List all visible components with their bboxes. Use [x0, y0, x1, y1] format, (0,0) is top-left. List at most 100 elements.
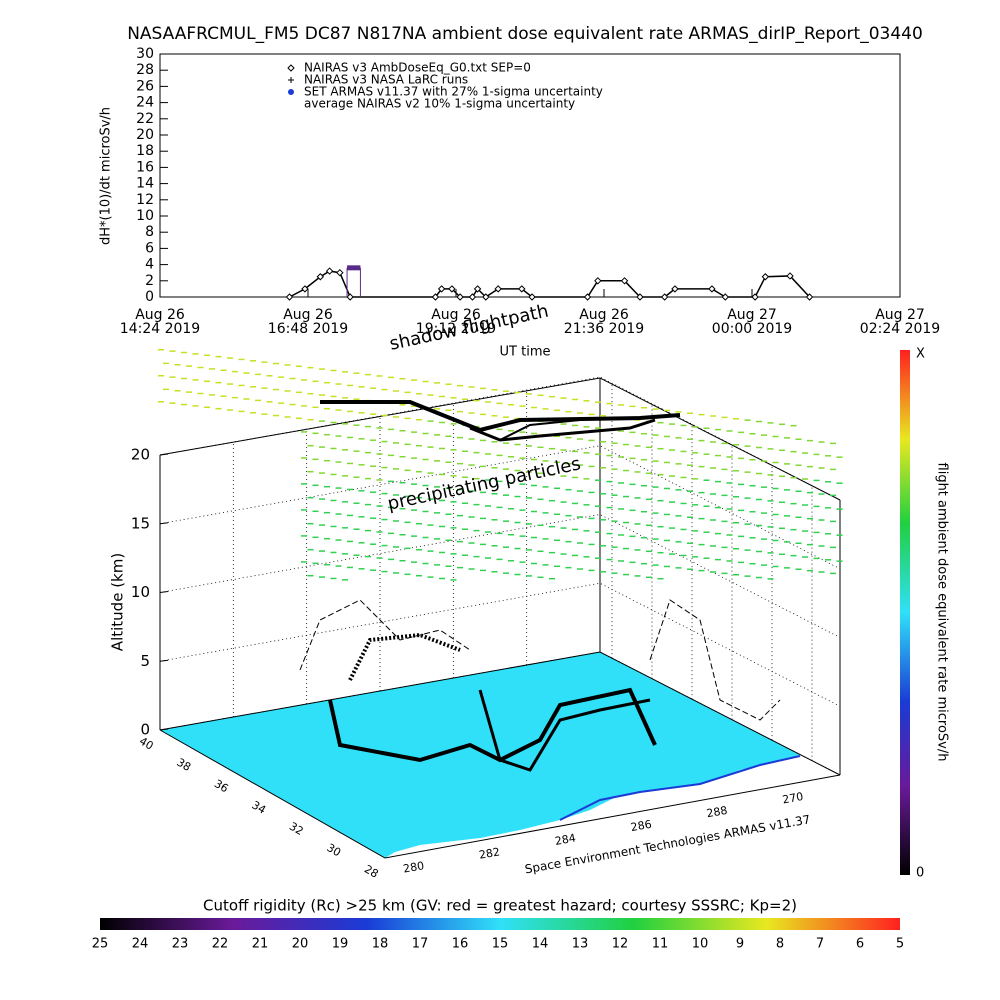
y-tick-label: 4: [145, 257, 154, 273]
grid-line: [159, 376, 841, 501]
lat-tick-label: 36: [212, 777, 231, 795]
precipitating-particles: [158, 349, 843, 581]
sea: [385, 755, 840, 858]
z-axis-title: Altitude (km): [109, 553, 127, 651]
x-tick-label: 00:00 2019: [712, 321, 792, 337]
data-point: [594, 277, 602, 285]
colorbar-title: flight ambient dose equivalent rate micr…: [935, 463, 950, 762]
colorbar-tick-label: 12: [612, 937, 629, 952]
colorbar-tick-label: 13: [572, 937, 589, 952]
colorbar-tick-label: 18: [372, 937, 389, 952]
colorbar-label: X: [916, 347, 925, 362]
grid-line: [159, 445, 841, 570]
data-point: [761, 273, 770, 281]
colorbar-tick-label: 11: [652, 937, 669, 952]
data-point: [805, 293, 814, 301]
data-point: [708, 285, 716, 293]
lon-tick-label: 284: [554, 831, 577, 847]
colorbar-title: Cutoff rigidity (Rc) >25 km (GV: red = g…: [203, 897, 797, 915]
y-tick-label: 20: [136, 127, 154, 143]
data-point: [336, 268, 344, 277]
lon-tick-label: 288: [706, 804, 729, 820]
y-tick-label: 8: [145, 224, 154, 240]
data-point: [620, 277, 629, 285]
data-point: [671, 285, 679, 293]
data-point: [482, 293, 490, 301]
lat-tick-label: 40: [137, 734, 156, 752]
data-point: [721, 293, 729, 301]
z-tick: [159, 453, 169, 456]
legend-marker: [288, 89, 294, 95]
data-point: [285, 293, 294, 301]
colorbar-tick-label: 5: [896, 937, 904, 952]
colorbar-tick-label: 10: [692, 937, 709, 952]
colorbar-tick-label: 21: [252, 937, 269, 952]
y-tick-label: 22: [136, 111, 154, 127]
data-point: [346, 293, 354, 301]
data-point: [751, 293, 759, 301]
data-point: [528, 293, 536, 301]
colorbar-tick-label: 14: [532, 937, 549, 952]
data-point: [636, 293, 644, 301]
y-tick-label: 14: [136, 176, 154, 192]
colorbar-tick-label: 23: [172, 937, 189, 952]
colorbar-tick-label: 16: [452, 937, 469, 952]
data-point: [437, 285, 446, 293]
y-tick-label: 6: [145, 240, 154, 256]
x-tick-label: Aug 26: [135, 307, 185, 323]
colorbar-tick-label: 25: [92, 937, 109, 952]
lat-tick-label: 28: [362, 862, 381, 880]
flight-paths: [299, 400, 781, 772]
lat-tick-label: 34: [249, 798, 268, 816]
data-point: [325, 267, 334, 275]
colorbar-tick-label: 22: [212, 937, 229, 952]
y-tick-label: 30: [136, 46, 154, 62]
y-tick-label: 18: [136, 143, 154, 159]
z-tick-label: 0: [140, 721, 150, 739]
data-point: [494, 285, 502, 293]
legend-label: NAIRAS v3 NASA LaRC runs: [304, 73, 468, 87]
z-tick: [159, 522, 169, 525]
data-point: [431, 293, 440, 301]
colorbar-label: 0: [916, 866, 924, 881]
x-tick-label: Aug 27: [875, 307, 925, 323]
y-tick-label: 26: [136, 78, 154, 94]
x-tick-label: 14:24 2019: [120, 321, 200, 337]
grid-line: [159, 514, 841, 638]
coastline: [559, 755, 801, 821]
z-tick: [159, 591, 169, 593]
z-tick-label: 20: [131, 446, 150, 464]
data-line: [289, 270, 811, 298]
colorbar-tick-label: 6: [856, 937, 864, 952]
colorbar-tick-label: 17: [412, 937, 429, 952]
data-point: [518, 285, 526, 293]
data-point: [786, 272, 794, 280]
z-tick-label: 5: [140, 652, 150, 670]
x-tick-label: Aug 26: [431, 307, 481, 323]
lon-tick-label: 280: [402, 859, 425, 875]
x-tick-label: 16:48 2019: [268, 321, 348, 337]
lat-tick-label: 38: [174, 756, 193, 774]
y-tick-label: 16: [136, 159, 154, 175]
z-tick-label: 10: [131, 583, 150, 601]
colorbar-tick-label: 8: [776, 937, 784, 952]
y-tick-label: 0: [145, 289, 154, 305]
data-point: [316, 273, 325, 281]
dose-colorbar: [900, 350, 910, 875]
data-point: [473, 285, 482, 293]
colorbar-tick-label: 15: [492, 937, 509, 952]
data-point: [448, 285, 456, 293]
colorbar-tick-label: 20: [292, 937, 309, 952]
lon-tick-label: 270: [781, 790, 804, 806]
lat-tick-label: 30: [324, 841, 343, 859]
axis-edge: [159, 729, 841, 859]
data-point: [660, 293, 669, 301]
colorbar-tick-label: 9: [736, 937, 744, 952]
x-tick-label: 02:24 2019: [860, 321, 940, 337]
z-tick-label: 15: [131, 514, 150, 532]
lon-tick-label: 282: [478, 845, 501, 861]
lon-tick-label: 286: [630, 818, 653, 834]
3d-box: [159, 376, 841, 859]
data-point: [456, 293, 464, 301]
